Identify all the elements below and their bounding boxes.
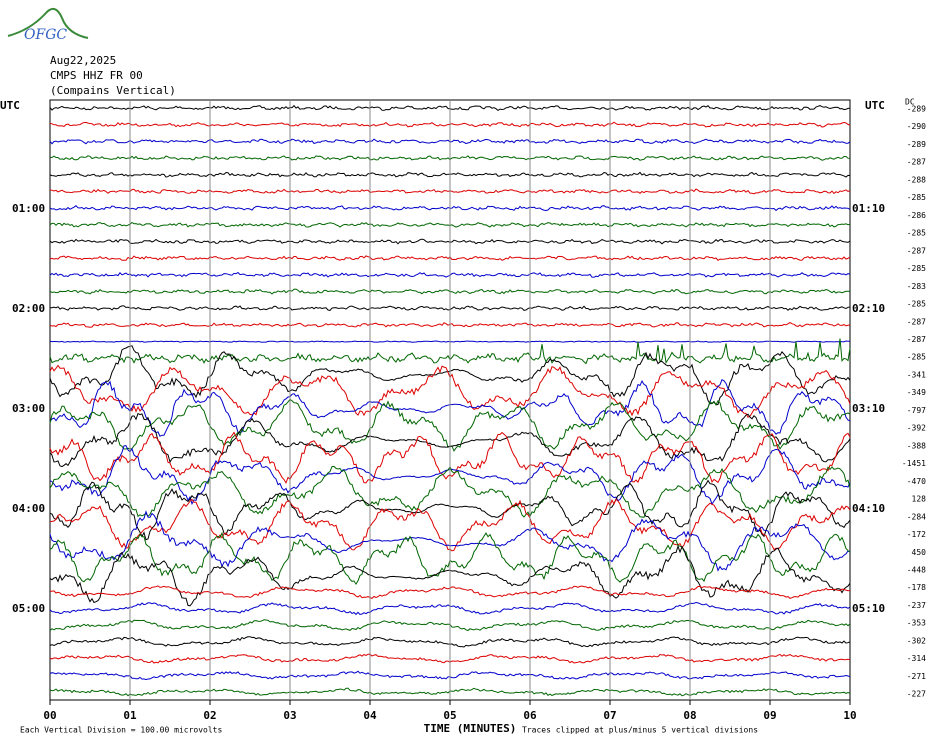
dc-label: -353: [907, 619, 926, 628]
x-tick-label: 01: [123, 709, 137, 722]
right-axis-title: UTC: [865, 99, 885, 112]
left-axis-title: UTC: [0, 99, 20, 112]
left-time-label: 03:00: [12, 402, 45, 415]
x-tick-label: 02: [203, 709, 216, 722]
dc-label: -172: [907, 530, 926, 539]
x-tick-label: 05: [443, 709, 456, 722]
x-tick-label: 10: [843, 709, 856, 722]
dc-label: -341: [907, 370, 926, 379]
dc-label: -286: [907, 211, 926, 220]
dc-label: -271: [907, 672, 926, 681]
x-tick-label: 04: [363, 709, 377, 722]
x-axis-title: TIME (MINUTES): [424, 722, 517, 735]
left-time-label: 01:00: [12, 202, 45, 215]
left-time-label: 04:00: [12, 502, 45, 515]
dc-label: -287: [907, 158, 926, 167]
dc-label: -392: [907, 424, 926, 433]
right-time-label: 04:10: [852, 502, 885, 515]
dc-label: -448: [907, 565, 926, 574]
dc-label: 450: [912, 548, 927, 557]
dc-label: -227: [907, 690, 926, 699]
dc-label: -284: [907, 512, 926, 521]
dc-label: -289: [907, 105, 926, 114]
x-tick-label: 08: [683, 709, 696, 722]
dc-label: -285: [907, 300, 926, 309]
dc-label: -237: [907, 601, 926, 610]
left-time-label: 02:00: [12, 302, 45, 315]
header-date: Aug22,2025: [50, 54, 116, 67]
dc-label: -302: [907, 636, 926, 645]
dc-label: -285: [907, 264, 926, 273]
header-station: CMPS HHZ FR 00: [50, 69, 143, 82]
dc-label: -283: [907, 282, 926, 291]
dc-title: DC: [905, 98, 915, 107]
right-time-label: 05:10: [852, 602, 885, 615]
dc-label: -285: [907, 353, 926, 362]
logo-arc: [7, 7, 89, 39]
left-time-label: 05:00: [12, 602, 45, 615]
x-tick-label: 00: [43, 709, 56, 722]
logo-text: OFGC: [24, 27, 67, 43]
header-component: (Compains Vertical): [50, 84, 176, 97]
dc-label: -290: [907, 122, 926, 131]
dc-label: -287: [907, 246, 926, 255]
dc-label: 128: [912, 495, 927, 504]
footer-clip: Traces clipped at plus/minus 5 vertical …: [522, 726, 758, 735]
dc-label: -388: [907, 441, 926, 450]
dc-label: -285: [907, 193, 926, 202]
dc-label: -349: [907, 388, 926, 397]
dc-label: -178: [907, 583, 926, 592]
dc-label: -470: [907, 477, 926, 486]
dc-label: -797: [907, 406, 926, 415]
dc-label: -289: [907, 140, 926, 149]
x-tick-label: 03: [283, 709, 296, 722]
footer-scale: Each Vertical Division = 100.00 microvol…: [20, 726, 222, 735]
x-tick-label: 09: [763, 709, 776, 722]
dc-label: -288: [907, 175, 926, 184]
dc-label: -287: [907, 317, 926, 326]
right-time-label: 02:10: [852, 302, 885, 315]
right-time-label: 01:10: [852, 202, 885, 215]
x-tick-label: 06: [523, 709, 537, 722]
dc-label: -287: [907, 335, 926, 344]
dc-label: -285: [907, 229, 926, 238]
dc-label: -314: [907, 654, 926, 663]
right-time-label: 03:10: [852, 402, 885, 415]
dc-label: -1451: [902, 459, 926, 468]
x-tick-label: 07: [603, 709, 616, 722]
